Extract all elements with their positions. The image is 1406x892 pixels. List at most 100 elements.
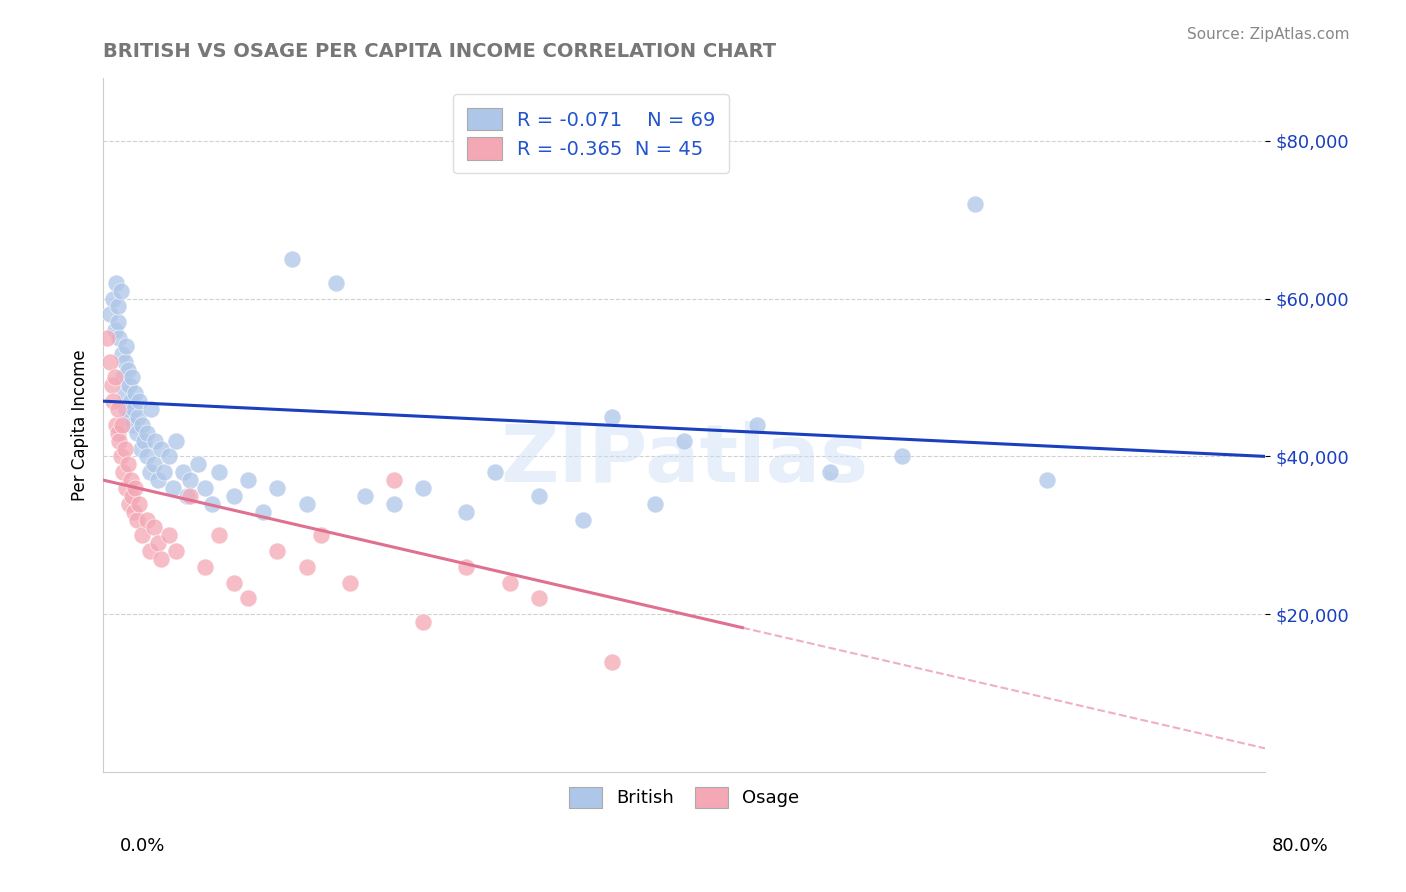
Point — [353, 489, 375, 503]
Point — [118, 497, 141, 511]
Point — [745, 417, 768, 432]
Point — [135, 512, 157, 526]
Point — [295, 497, 318, 511]
Point — [644, 497, 666, 511]
Point — [107, 425, 129, 440]
Text: ZIPatlas: ZIPatlas — [501, 420, 869, 499]
Point — [309, 528, 332, 542]
Point — [104, 323, 127, 337]
Y-axis label: Per Capita Income: Per Capita Income — [72, 349, 89, 500]
Point — [118, 409, 141, 424]
Point — [111, 347, 134, 361]
Point — [112, 370, 135, 384]
Point — [281, 252, 304, 266]
Point — [208, 528, 231, 542]
Point — [252, 505, 274, 519]
Point — [194, 481, 217, 495]
Point — [157, 528, 180, 542]
Point — [121, 489, 143, 503]
Point — [499, 575, 522, 590]
Point — [117, 458, 139, 472]
Point — [484, 465, 506, 479]
Point — [818, 465, 841, 479]
Point — [382, 473, 405, 487]
Point — [238, 473, 260, 487]
Point — [963, 197, 986, 211]
Point — [339, 575, 361, 590]
Point — [114, 354, 136, 368]
Point — [129, 442, 152, 456]
Point — [456, 505, 478, 519]
Point — [145, 434, 167, 448]
Point — [527, 489, 550, 503]
Point — [117, 362, 139, 376]
Point — [138, 544, 160, 558]
Point — [891, 450, 914, 464]
Point — [143, 458, 166, 472]
Point — [120, 473, 142, 487]
Point — [456, 560, 478, 574]
Point — [124, 481, 146, 495]
Point — [135, 450, 157, 464]
Point — [100, 354, 122, 368]
Point — [115, 339, 138, 353]
Point — [108, 434, 131, 448]
Point — [165, 434, 187, 448]
Point — [382, 497, 405, 511]
Point — [124, 386, 146, 401]
Point — [201, 497, 224, 511]
Point — [139, 402, 162, 417]
Point — [115, 402, 138, 417]
Point — [110, 450, 132, 464]
Point — [165, 544, 187, 558]
Point — [600, 409, 623, 424]
Point — [131, 528, 153, 542]
Point — [101, 378, 124, 392]
Point — [325, 276, 347, 290]
Point — [571, 512, 593, 526]
Point — [673, 434, 696, 448]
Point — [187, 458, 209, 472]
Point — [105, 417, 128, 432]
Point — [266, 544, 288, 558]
Point — [115, 481, 138, 495]
Text: Source: ZipAtlas.com: Source: ZipAtlas.com — [1187, 27, 1350, 42]
Point — [150, 442, 173, 456]
Point — [112, 465, 135, 479]
Point — [125, 512, 148, 526]
Point — [143, 520, 166, 534]
Point — [96, 331, 118, 345]
Point — [104, 370, 127, 384]
Point — [122, 402, 145, 417]
Point — [162, 481, 184, 495]
Point — [135, 425, 157, 440]
Point — [150, 552, 173, 566]
Point — [100, 307, 122, 321]
Point — [148, 473, 170, 487]
Point — [107, 315, 129, 329]
Point — [222, 489, 245, 503]
Point — [122, 505, 145, 519]
Point — [125, 425, 148, 440]
Point — [1036, 473, 1059, 487]
Point — [412, 615, 434, 629]
Point — [107, 300, 129, 314]
Point — [172, 465, 194, 479]
Point — [114, 442, 136, 456]
Point — [194, 560, 217, 574]
Point — [600, 655, 623, 669]
Point — [110, 284, 132, 298]
Point — [179, 473, 201, 487]
Point — [120, 394, 142, 409]
Point — [118, 378, 141, 392]
Point — [412, 481, 434, 495]
Point — [157, 450, 180, 464]
Point — [132, 434, 155, 448]
Point — [208, 465, 231, 479]
Point — [295, 560, 318, 574]
Point — [121, 370, 143, 384]
Point — [176, 489, 198, 503]
Point — [128, 497, 150, 511]
Point — [148, 536, 170, 550]
Point — [105, 276, 128, 290]
